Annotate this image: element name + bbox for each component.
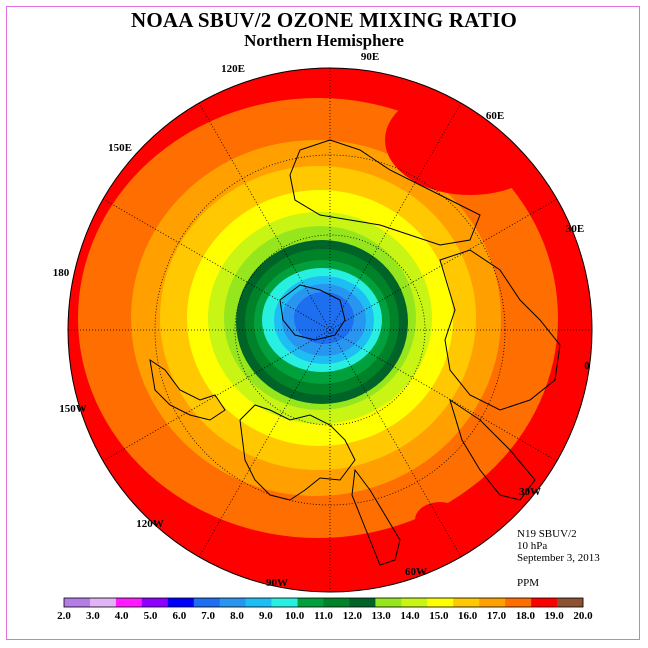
longitude-label: 120E (221, 63, 245, 75)
longitude-label: 60E (486, 110, 504, 122)
colorbar-tick-label: 8.0 (230, 610, 244, 622)
date-label: September 3, 2013 (517, 552, 600, 564)
longitude-label: 30W (519, 486, 541, 498)
coastline (351, 468, 401, 566)
colorbar-swatch (375, 598, 402, 607)
colorbar-tick-label: 10.0 (285, 610, 305, 622)
colorbar-swatch (297, 598, 324, 607)
field-band (294, 292, 354, 344)
coastline (289, 139, 481, 246)
longitude-label: 180 (53, 267, 70, 279)
coastline (439, 249, 561, 411)
colorbar-tick-label: 20.0 (573, 610, 593, 622)
colorbar-swatch (557, 598, 584, 607)
figure-frame (6, 6, 640, 640)
field-patch (385, 85, 555, 195)
longitude-label: 60W (405, 566, 427, 578)
colorbar-tick-label: 7.0 (201, 610, 215, 622)
colorbar-swatch (453, 598, 480, 607)
longitude-label: 150E (108, 142, 132, 154)
colorbar-tick-label: 3.0 (86, 610, 100, 622)
colorbar-tick-label: 14.0 (400, 610, 420, 622)
longitude-label: 150W (59, 403, 87, 415)
colorbar-swatch (64, 598, 91, 607)
colorbar-tick-label: 9.0 (259, 610, 273, 622)
latitude-circle (234, 234, 426, 426)
map-subtitle: Northern Hemisphere (244, 31, 404, 50)
coastline (449, 398, 536, 501)
colorbar-swatch (115, 598, 143, 607)
colorbar-tick-label: 12.0 (343, 610, 363, 622)
colorbar-outline (63, 597, 584, 608)
coastline (149, 358, 226, 421)
colorbar-tick-label: 6.0 (172, 610, 186, 622)
field-patch (305, 564, 375, 580)
colorbar-tick-label: 15.0 (429, 610, 449, 622)
colorbar-swatch (531, 598, 558, 607)
disk-outline (67, 67, 593, 593)
colorbar-tick-label: 17.0 (487, 610, 507, 622)
coastline (239, 404, 356, 501)
longitude-label: 120W (136, 518, 164, 530)
colorbar-swatch (167, 598, 195, 607)
colorbar-swatch (479, 598, 506, 607)
colorbar-swatch (505, 598, 532, 607)
coastline (279, 284, 346, 341)
colorbar-swatch (427, 598, 454, 607)
longitude-label: 90W (266, 577, 288, 589)
colorbar-tick-label: 13.0 (372, 610, 392, 622)
longitude-label: 0 (584, 360, 590, 372)
colorbar-tick-label: 2.0 (57, 610, 71, 622)
colorbar-swatch (245, 598, 272, 607)
colorbar-tick-label: 4.0 (115, 610, 129, 622)
colorbar-swatch (401, 598, 428, 607)
ozone-field (68, 68, 592, 592)
map-title: NOAA SBUV/2 OZONE MIXING RATIO (131, 8, 517, 32)
colorbar-tick-label: 16.0 (458, 610, 478, 622)
colorbar-tick-label: 5.0 (144, 610, 158, 622)
colorbar-swatch (219, 598, 246, 607)
colorbar-swatch (141, 598, 169, 607)
units-label: PPM (517, 577, 540, 589)
colorbar-swatch (193, 598, 220, 607)
colorbar-swatch (271, 598, 298, 607)
longitude-label: 90E (361, 51, 379, 63)
pressure-level-label: 10 hPa (517, 540, 548, 552)
longitude-label: 30E (566, 223, 584, 235)
satellite-label: N19 SBUV/2 (517, 528, 577, 540)
colorbar-swatch (323, 598, 350, 607)
colorbar-swatch (349, 598, 376, 607)
colorbar-swatch (89, 598, 117, 607)
colorbar-tick-label: 18.0 (516, 610, 536, 622)
colorbar-tick-label: 19.0 (545, 610, 565, 622)
colorbar-tick-label: 11.0 (314, 610, 333, 622)
